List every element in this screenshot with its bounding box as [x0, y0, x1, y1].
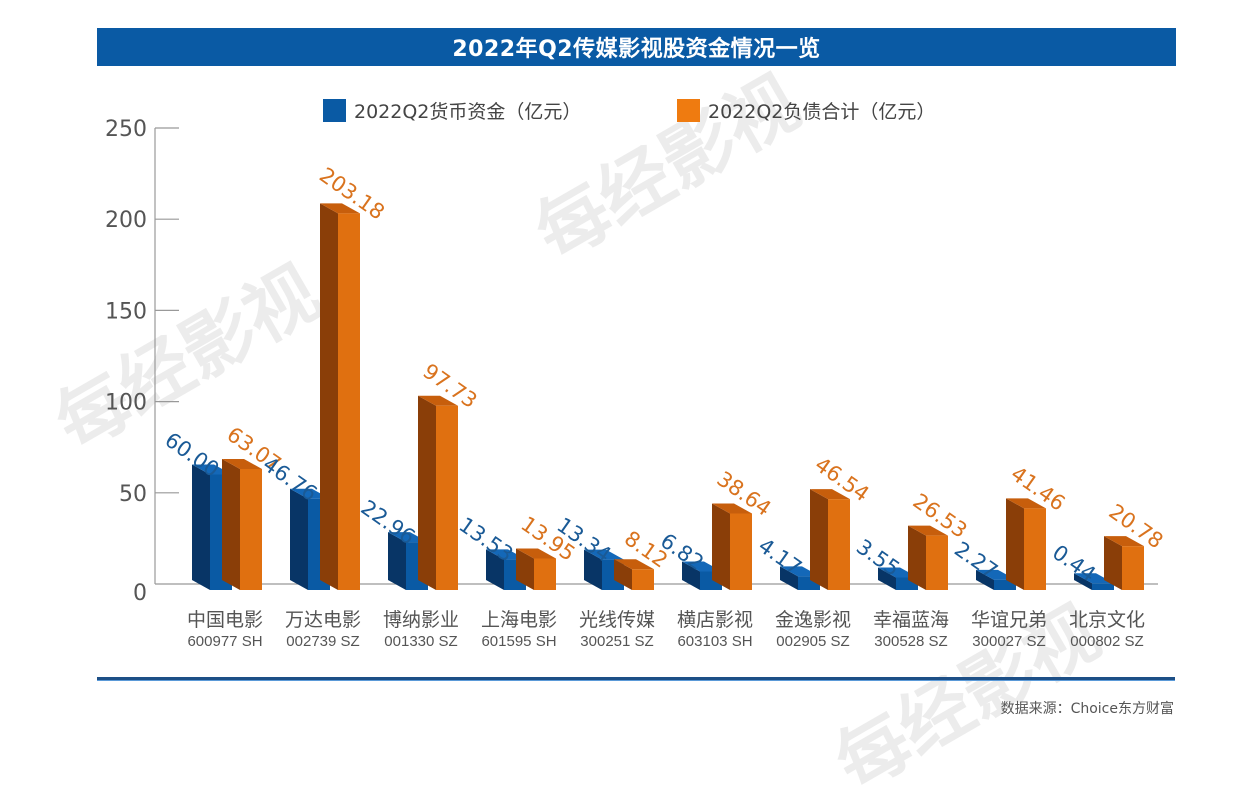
- bar-side-face: [320, 203, 338, 591]
- legend-swatch-cash: [323, 99, 346, 122]
- bar-front-face: [338, 213, 360, 591]
- bar-front-face: [436, 405, 458, 590]
- x-tick-code: 600977 SH: [187, 633, 262, 650]
- bar-top-face: [222, 458, 262, 469]
- legend-item-cash: 2022Q2货币资金（亿元）: [323, 97, 581, 124]
- legend-item-liabilities: 2022Q2负债合计（亿元）: [677, 97, 935, 124]
- bar-liabilities: [516, 548, 556, 590]
- bar-top-face: [320, 203, 360, 214]
- legend-label-liabilities: 2022Q2负债合计（亿元）: [708, 101, 936, 123]
- bar-side-face: [810, 489, 828, 590]
- x-tick-code: 603103 SH: [677, 633, 752, 650]
- bar-liabilities: [320, 203, 360, 591]
- bar-front-face: [534, 558, 556, 590]
- bar-front-face: [1122, 546, 1144, 590]
- bar-side-face: [878, 567, 896, 590]
- bar-side-face: [1074, 573, 1092, 590]
- bar-front-face: [828, 499, 850, 590]
- bar-side-face: [584, 549, 602, 590]
- bar-top-face: [614, 559, 654, 570]
- bar-side-face: [682, 561, 700, 590]
- bar-front-face: [1092, 583, 1114, 590]
- bar-front-face: [730, 513, 752, 590]
- bar-liabilities: [810, 489, 850, 590]
- x-tick-label: 博纳影业: [383, 609, 459, 631]
- bar-side-face: [388, 532, 406, 590]
- bar-side-face: [1006, 498, 1024, 590]
- x-tick-code: 300027 SZ: [972, 633, 1045, 650]
- bar-top-face: [418, 395, 458, 406]
- y-tick-label: 50: [119, 482, 147, 507]
- bar-front-face: [632, 569, 654, 590]
- bar-side-face: [290, 488, 308, 590]
- x-tick-code: 000802 SZ: [1070, 633, 1143, 650]
- bar-side-face: [516, 548, 534, 590]
- bar-top-face: [584, 549, 624, 560]
- bar-top-face: [908, 525, 948, 536]
- y-tick-label: 250: [105, 117, 147, 142]
- x-tick-code: 300251 SZ: [580, 633, 653, 650]
- x-tick-label: 中国电影: [187, 609, 263, 631]
- bar-liabilities: [222, 458, 262, 590]
- y-tick-label: 0: [133, 581, 147, 606]
- x-tick-code: 002739 SZ: [286, 633, 359, 650]
- bar-top-face: [516, 548, 556, 559]
- x-tick-label: 北京文化: [1069, 609, 1145, 631]
- x-tick-label: 金逸影视: [775, 609, 851, 631]
- y-tick-label: 150: [105, 299, 147, 324]
- data-source: 数据来源：Choice东方财富: [1000, 701, 1174, 717]
- footer-divider: [97, 677, 1175, 681]
- bar-side-face: [222, 458, 240, 590]
- bar-side-face: [908, 525, 926, 590]
- bar-front-face: [926, 535, 948, 590]
- x-tick-label: 万达电影: [285, 609, 361, 631]
- bar-liabilities: [712, 503, 752, 590]
- bar-side-face: [418, 395, 436, 590]
- bar-top-face: [810, 489, 850, 500]
- bar-side-face: [486, 549, 504, 590]
- y-tick-label: 200: [105, 208, 147, 233]
- legend-label-cash: 2022Q2货币资金（亿元）: [354, 101, 582, 123]
- x-tick-label: 光线传媒: [579, 609, 655, 631]
- bar-side-face: [1104, 536, 1122, 590]
- bar-side-face: [976, 569, 994, 590]
- bar-side-face: [192, 464, 210, 590]
- bar-side-face: [780, 566, 798, 590]
- bar-side-face: [614, 559, 632, 590]
- bar-top-face: [712, 503, 752, 514]
- x-tick-label: 华谊兄弟: [971, 609, 1047, 631]
- x-tick-label: 上海电影: [481, 609, 557, 631]
- bar-liabilities: [418, 395, 458, 590]
- bar-cash: [1074, 573, 1114, 590]
- bar-liabilities: [1006, 498, 1046, 590]
- x-tick-code: 001330 SZ: [384, 633, 457, 650]
- bar-front-face: [1024, 508, 1046, 590]
- bar-side-face: [712, 503, 730, 590]
- y-tick-label: 100: [105, 391, 147, 416]
- bar-liabilities: [908, 525, 948, 590]
- legend-swatch-liabilities: [677, 99, 700, 122]
- x-tick-code: 002905 SZ: [776, 633, 849, 650]
- bar-front-face: [240, 468, 262, 590]
- bar-top-face: [1104, 536, 1144, 547]
- chart-title: 2022年Q2传媒影视股资金情况一览: [97, 28, 1176, 66]
- bar-liabilities: [1104, 536, 1144, 590]
- x-tick-label: 幸福蓝海: [873, 609, 949, 631]
- x-tick-code: 601595 SH: [481, 633, 556, 650]
- legend: 2022Q2货币资金（亿元） 2022Q2负债合计（亿元）: [0, 97, 1260, 125]
- bar-liabilities: [614, 559, 654, 590]
- x-tick-code: 300528 SZ: [874, 633, 947, 650]
- bar-top-face: [1006, 498, 1046, 509]
- x-tick-label: 横店影视: [677, 609, 753, 631]
- bar-top-face: [1074, 573, 1114, 584]
